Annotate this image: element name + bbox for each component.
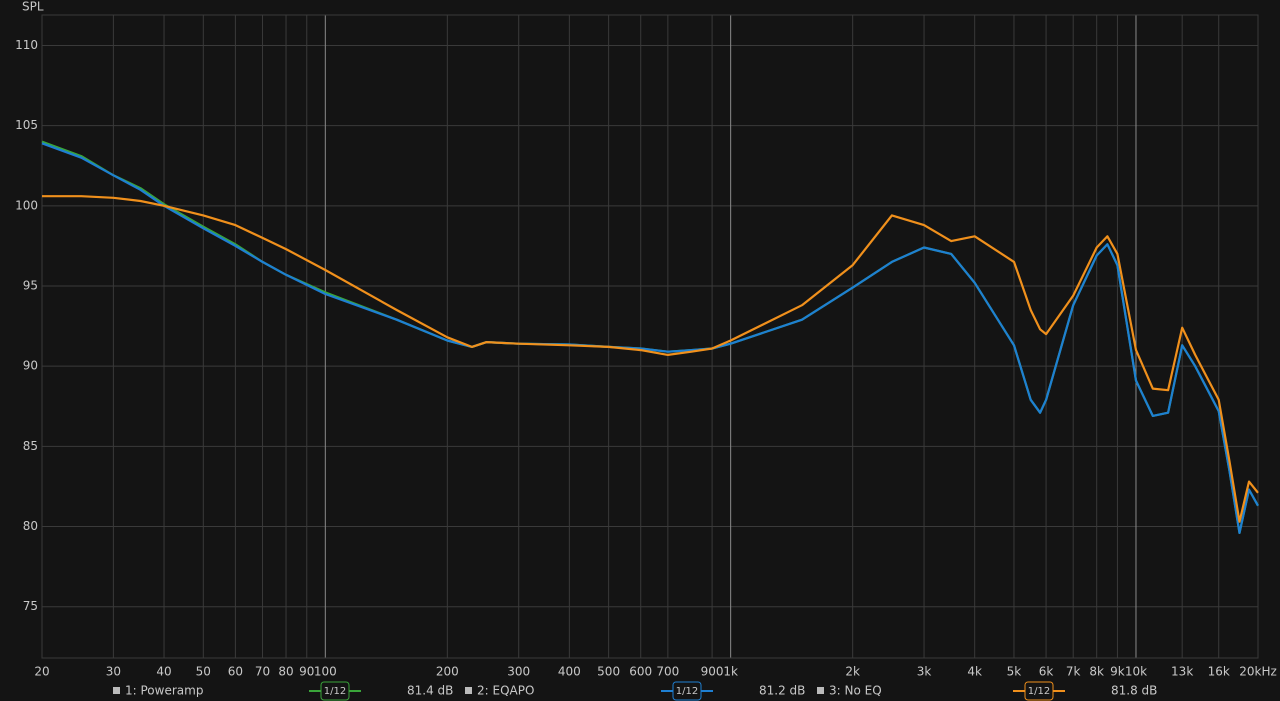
y-axis-label: SPL: [22, 0, 44, 14]
y-tick-label: 80: [23, 519, 38, 533]
x-tick-label: 5k: [1007, 665, 1022, 679]
x-tick-label: 30: [106, 665, 121, 679]
x-tick-label: 400: [558, 665, 581, 679]
legend-checkbox[interactable]: [465, 687, 472, 694]
x-tick-label: 4k: [967, 665, 982, 679]
y-tick-label: 75: [23, 599, 38, 613]
x-tick-label: 16k: [1208, 665, 1230, 679]
x-tick-label: 700: [656, 665, 679, 679]
x-tick-label: 8k: [1089, 665, 1104, 679]
x-tick-label: 7k: [1066, 665, 1081, 679]
series-line: [42, 195, 1259, 523]
x-tick-label: 900: [701, 665, 724, 679]
smoothing-label: 1/12: [324, 686, 346, 697]
level-label: 81.2 dB: [759, 684, 805, 698]
y-tick-label: 85: [23, 439, 38, 453]
x-tick-label: 70: [255, 665, 270, 679]
series-line: [41, 142, 1259, 534]
y-tick-label: 105: [15, 118, 38, 132]
y-tick-label: 95: [23, 278, 38, 292]
legend-entry: 1: Poweramp: [125, 684, 203, 698]
x-tick-label: 3k: [917, 665, 932, 679]
x-tick-label: 50: [196, 665, 211, 679]
x-tick-label: 6k: [1039, 665, 1054, 679]
legend-entry: 3: No EQ: [829, 684, 882, 698]
legend-checkbox[interactable]: [113, 687, 120, 694]
smoothing-label: 1/12: [1028, 686, 1050, 697]
y-tick-label: 110: [15, 38, 38, 52]
x-tick-label: 20: [34, 665, 49, 679]
x-tick-label: 80: [278, 665, 293, 679]
x-tick-label: 90: [299, 665, 314, 679]
x-tick-label: 40: [156, 665, 171, 679]
x-tick-label: 13k: [1171, 665, 1193, 679]
x-tick-label: 500: [597, 665, 620, 679]
x-tick-label: 600: [629, 665, 652, 679]
x-tick-label: 300: [507, 665, 530, 679]
x-tick-label: 20kHz: [1239, 665, 1277, 679]
x-tick-label: 10k: [1125, 665, 1147, 679]
x-tick-label: 100: [314, 665, 337, 679]
x-tick-label: 1k: [723, 665, 738, 679]
y-tick-label: 90: [23, 359, 38, 373]
level-label: 81.8 dB: [1111, 684, 1157, 698]
smoothing-box: [1024, 681, 1054, 701]
x-tick-label: 200: [436, 665, 459, 679]
smoothing-label: 1/12: [676, 686, 698, 697]
smoothing-box: [320, 681, 350, 701]
level-label: 81.4 dB: [407, 684, 453, 698]
x-tick-label: 60: [228, 665, 243, 679]
legend-checkbox[interactable]: [817, 687, 824, 694]
smoothing-box: [672, 681, 702, 701]
y-tick-label: 100: [15, 198, 38, 212]
x-tick-label: 2k: [845, 665, 860, 679]
x-tick-label: 9k: [1110, 665, 1125, 679]
legend-entry: 2: EQAPO: [477, 684, 534, 698]
plot-frame: [41, 14, 1259, 659]
